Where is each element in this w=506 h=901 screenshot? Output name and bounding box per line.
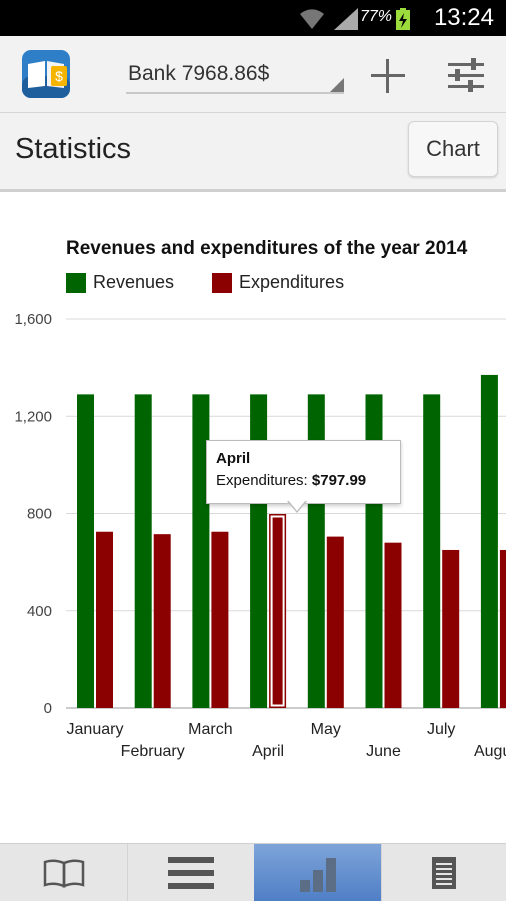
wifi-icon: [300, 9, 324, 29]
bar-revenues-august: [480, 374, 498, 708]
battery-charging-icon: [396, 8, 410, 30]
bar-chart-icon: [299, 857, 336, 892]
bar-expenditures-april: [269, 513, 287, 708]
tooltip-line: Expenditures: $797.99: [216, 472, 366, 489]
legend-swatch-expenditures: [212, 273, 232, 293]
bar-expenditures-august: [499, 549, 506, 708]
x-category-label: May: [311, 721, 341, 738]
bar-highlight-outline: [270, 515, 285, 707]
add-icon[interactable]: [366, 54, 410, 98]
y-tick-label: 1,200: [14, 408, 52, 425]
x-category-label: April: [252, 743, 284, 760]
chart-panel: Revenues and expenditures of the year 20…: [0, 200, 506, 836]
x-category-label: August: [474, 743, 506, 760]
document-icon: [431, 856, 456, 889]
x-category-label: June: [366, 743, 401, 760]
tooltip-label: Expenditures:: [216, 472, 308, 489]
bar-expenditures-june: [384, 542, 402, 708]
action-bar: $ Bank 7968.86$: [0, 36, 506, 113]
bar-expenditures-march: [211, 531, 229, 708]
bar-expenditures-february: [153, 534, 171, 708]
x-category-label: March: [188, 721, 232, 738]
bar-expenditures-july: [442, 549, 460, 708]
legend-label-revenues: Revenues: [93, 272, 175, 292]
nav-list[interactable]: [127, 844, 255, 901]
chart-tooltip: April Expenditures: $797.99: [206, 440, 401, 513]
signal-icon: [334, 8, 358, 30]
bar-expenditures-january: [96, 531, 113, 708]
nav-statistics[interactable]: [254, 844, 382, 901]
svg-text:$: $: [55, 68, 63, 84]
chart-button[interactable]: Chart: [408, 121, 498, 177]
account-selector[interactable]: Bank 7968.86$: [126, 58, 344, 94]
nav-transactions[interactable]: [0, 844, 128, 901]
bar-revenues-march: [192, 394, 210, 708]
bar-revenues-january: [77, 394, 94, 708]
x-category-label: February: [121, 743, 185, 760]
list-icon: [167, 856, 214, 889]
page-title: Statistics: [15, 133, 132, 165]
tooltip-value: $797.99: [311, 472, 367, 489]
status-time: 13:24: [433, 4, 494, 31]
y-tick-label: 400: [27, 603, 52, 620]
bar-revenues-july: [423, 394, 441, 708]
x-category-label: July: [427, 721, 455, 738]
y-tick-label: 0: [44, 700, 52, 717]
tooltip-title: April: [216, 450, 251, 467]
app-logo-icon[interactable]: $: [22, 50, 70, 98]
settings-sliders-icon[interactable]: [444, 54, 488, 98]
battery-percent: 77%: [360, 8, 393, 25]
book-icon: [43, 858, 84, 888]
legend-swatch-revenues: [66, 273, 86, 293]
dropdown-triangle-icon: [330, 78, 344, 92]
bar-revenues-february: [134, 394, 152, 708]
bottom-navigation: [0, 843, 506, 901]
bar-expenditures-may: [326, 536, 344, 708]
x-category-label: January: [67, 721, 124, 738]
nav-reports[interactable]: [381, 844, 506, 901]
y-tick-label: 1,600: [14, 311, 52, 328]
status-bar: 77% 13:24: [0, 0, 506, 36]
legend-label-expenditures: Expenditures: [239, 272, 345, 292]
chart-title: Revenues and expenditures of the year 20…: [66, 238, 468, 259]
y-tick-label: 800: [27, 506, 52, 523]
account-selector-label: Bank 7968.86$: [128, 62, 270, 85]
title-bar: Statistics Chart: [0, 113, 506, 192]
